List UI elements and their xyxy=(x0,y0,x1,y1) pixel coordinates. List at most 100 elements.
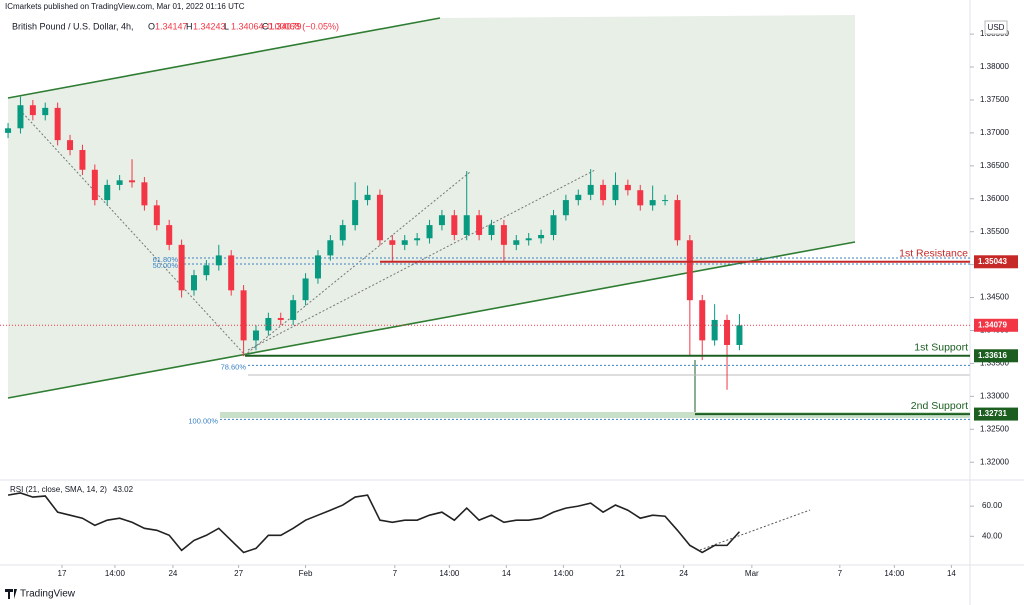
channel-fill xyxy=(8,15,855,398)
candle-body xyxy=(79,150,86,170)
candle-body xyxy=(178,244,185,291)
ohlc-value: 1.34243 xyxy=(193,21,226,31)
x-tick-label: 14:00 xyxy=(884,569,905,578)
x-tick-label: 14:00 xyxy=(105,569,126,578)
candle-body xyxy=(389,240,396,245)
candle-body xyxy=(401,240,408,245)
fib-label: 61.80% xyxy=(153,255,179,264)
x-tick-label: 21 xyxy=(616,569,625,578)
candle-body xyxy=(277,317,284,320)
candle-body xyxy=(550,215,557,235)
rsi-trendline xyxy=(699,509,811,551)
x-tick-label: 14:00 xyxy=(439,569,460,578)
y-tick-label: 1.32500 xyxy=(980,424,1009,433)
level-tag xyxy=(974,255,1018,269)
currency: USD xyxy=(988,23,1005,32)
candle-body xyxy=(5,128,12,133)
candle-body xyxy=(29,105,36,116)
candle-body xyxy=(587,184,594,195)
x-tick-label: 14 xyxy=(502,569,511,578)
candle-body xyxy=(352,200,359,226)
candle-body xyxy=(129,180,136,183)
candle-body xyxy=(426,225,433,239)
x-tick-label: 14 xyxy=(947,569,956,578)
ohlc-value: 1.34064 xyxy=(231,21,264,31)
candle-body xyxy=(17,105,24,129)
rsi-line xyxy=(7,492,741,554)
plot: 1.320001.325001.330001.335001.340001.345… xyxy=(0,29,1018,578)
x-tick-label: 17 xyxy=(58,569,67,578)
channel-lower xyxy=(7,241,856,399)
candle-body xyxy=(290,300,297,320)
level-tag xyxy=(974,349,1018,363)
ohlc-value: 1.34147 xyxy=(155,21,188,31)
candle-body xyxy=(203,265,210,276)
candle-body xyxy=(488,225,495,235)
support-zone xyxy=(220,412,970,418)
candle-body xyxy=(215,255,222,266)
candle-body xyxy=(302,278,309,301)
candle-body xyxy=(91,169,98,201)
candle-body xyxy=(191,275,197,291)
candle-body xyxy=(339,225,346,241)
level-value: 1.32731 xyxy=(978,409,1007,418)
y-tick-label: 1.33000 xyxy=(980,391,1009,400)
candle-body xyxy=(228,255,235,291)
fib-label: 100.00% xyxy=(188,416,218,425)
candle-body xyxy=(327,240,334,256)
x-tick-label: 27 xyxy=(234,569,243,578)
candle-body xyxy=(662,200,669,202)
y-tick-label: 40.00 xyxy=(982,531,1003,540)
candle-body xyxy=(699,300,706,341)
y-tick-label: 1.35500 xyxy=(980,227,1009,236)
candle-body xyxy=(104,184,111,201)
candle-body xyxy=(240,290,247,341)
candle-body xyxy=(674,200,681,241)
candle-body xyxy=(538,234,545,239)
publisher: ICmarkets published on TradingView.com, … xyxy=(5,2,245,11)
symbol: British Pound / U.S. Dollar, 4h, xyxy=(12,21,134,31)
y-tick-label: 1.37000 xyxy=(980,128,1009,137)
candle-body xyxy=(364,194,371,201)
rsi-value: 43.02 xyxy=(113,485,134,494)
y-tick-label: 1.37500 xyxy=(980,95,1009,104)
candle-body xyxy=(624,184,631,191)
candle-body xyxy=(612,184,619,201)
y-tick-label: 60.00 xyxy=(982,501,1003,510)
candle-body xyxy=(711,319,718,341)
candle-body xyxy=(67,140,74,151)
level-name: 2nd Support xyxy=(911,400,968,412)
y-tick-label: 1.34500 xyxy=(980,293,1009,302)
fib-label: 78.60% xyxy=(221,362,247,371)
level-name: 1st Resistance xyxy=(899,248,968,260)
x-tick-label: 7 xyxy=(838,569,843,578)
candle-body xyxy=(476,215,483,235)
candle-body xyxy=(649,200,656,206)
y-tick-label: 1.33500 xyxy=(980,359,1009,368)
ohlc-key: H xyxy=(186,21,193,31)
x-tick-label: Feb xyxy=(299,569,313,578)
last-price-value: 1.34079 xyxy=(978,320,1007,329)
candle-body xyxy=(166,225,173,245)
y-tick-label: 1.32000 xyxy=(980,457,1009,466)
x-tick-label: Mar xyxy=(745,569,759,578)
ohlc-value: 1.34079 xyxy=(269,21,302,31)
candle-body xyxy=(438,215,445,226)
level-value: 1.33616 xyxy=(978,351,1007,360)
fib-label: 50.00% xyxy=(153,261,179,270)
candle-body xyxy=(141,182,148,206)
candle-body xyxy=(153,205,160,226)
candle-body xyxy=(451,215,458,235)
x-tick-label: 14:00 xyxy=(553,569,574,578)
ohlc-key: O xyxy=(148,21,155,31)
brand: TradingView xyxy=(20,589,76,600)
change: −0.00068 (−0.05%) xyxy=(262,21,339,31)
rsi-title: RSI (21, close, SMA, 14, 2) xyxy=(10,485,107,494)
candle-body xyxy=(686,240,693,301)
x-tick-label: 24 xyxy=(679,569,688,578)
level-tag xyxy=(974,407,1018,421)
candle-body xyxy=(314,255,321,279)
level-value: 1.35043 xyxy=(978,257,1007,266)
x-tick-label: 7 xyxy=(393,569,398,578)
